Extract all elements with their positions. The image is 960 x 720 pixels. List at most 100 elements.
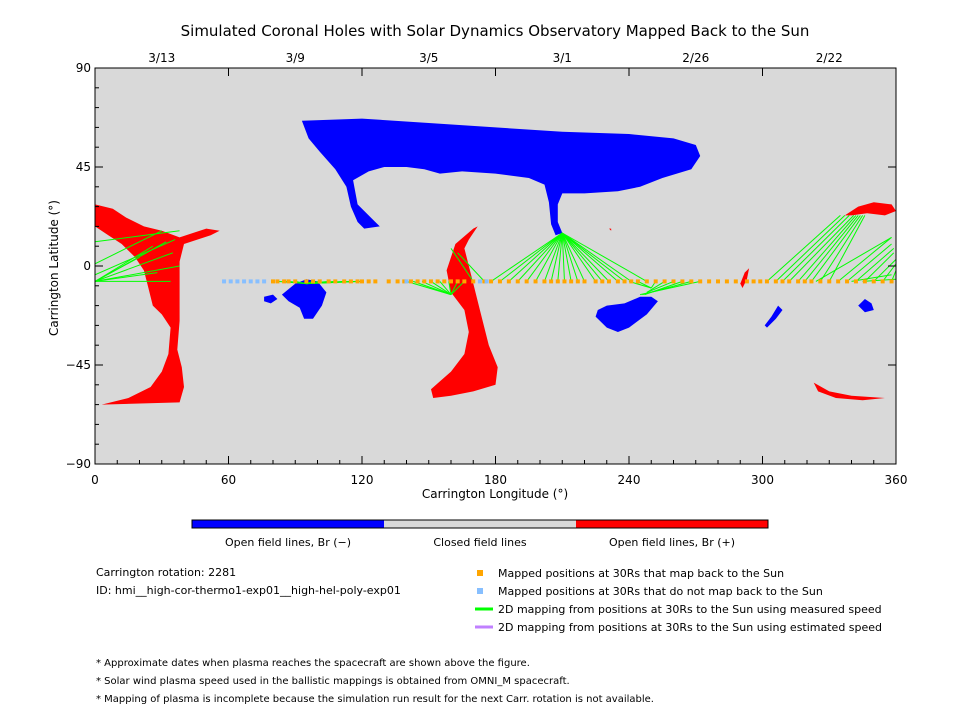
position-dot-0-59: [724, 279, 729, 284]
mapping-line-2-50: [561, 232, 625, 282]
x-tick-label-3: 180: [484, 473, 507, 487]
position-dot-1-2: [235, 279, 240, 284]
mapping-line-2-60: [640, 280, 701, 296]
legend-marker-1: [477, 588, 483, 594]
mapping-line-2-26: [430, 280, 452, 296]
colorbar-frame: [191, 519, 769, 529]
y-tick-label-2: 0: [83, 259, 91, 273]
mapping-line-2-61: [766, 215, 841, 282]
mapping-line-2-51: [561, 232, 632, 282]
x-tick-label-6: 360: [885, 473, 908, 487]
legend-label-3: 2D mapping from positions at 30Rs to the…: [498, 621, 882, 634]
coronal-hole-negative-5: [858, 299, 874, 313]
mapping-line-2-9: [95, 245, 154, 282]
x-tick-label-5: 300: [751, 473, 774, 487]
position-dot-0-20: [415, 279, 420, 284]
position-dot-0-74: [845, 279, 850, 284]
mapping-line-2-33: [490, 232, 563, 282]
top-date-label-3: 3/1: [553, 51, 572, 65]
mapping-line-2-8: [95, 265, 180, 282]
mapping-line-2-39: [543, 232, 563, 282]
position-dot-0-67: [787, 279, 792, 284]
position-dot-0-77: [871, 279, 876, 284]
position-dot-0-26: [455, 279, 460, 284]
mapping-line-2-62: [775, 215, 846, 282]
coronal-hole-positive-10: [740, 268, 750, 288]
position-dot-0-34: [524, 279, 529, 284]
mapping-line-2-47: [561, 232, 603, 282]
position-dot-0-44: [600, 279, 605, 284]
mapping-line-2-34: [499, 232, 563, 282]
legend-label-1: Mapped positions at 30Rs that do not map…: [498, 585, 823, 598]
y-axis-label: Carrington Latitude (°): [47, 200, 61, 336]
position-dot-0-43: [593, 279, 598, 284]
x-tick-label-0: 0: [91, 473, 99, 487]
position-dot-0-0: [271, 279, 275, 284]
position-dot-0-21: [422, 279, 427, 284]
position-dot-0-1: [275, 279, 280, 284]
note-1: * Approximate dates when plasma reaches …: [96, 658, 530, 669]
position-dot-0-69: [802, 279, 807, 284]
position-dot-0-19: [408, 279, 413, 284]
mapping-line-2-44: [561, 232, 579, 282]
position-dot-1-1: [228, 279, 233, 284]
mapping-line-2-35: [508, 232, 563, 282]
position-dot-0-78: [880, 279, 885, 284]
position-dot-0-68: [796, 279, 801, 284]
position-dot-0-14: [366, 279, 371, 284]
coronal-hole-negative-0: [301, 118, 701, 236]
mapping-line-2-42: [561, 232, 565, 282]
colorbar-segment-1: [384, 520, 576, 528]
mapping-line-2-48: [561, 232, 610, 282]
position-dot-0-58: [716, 279, 720, 284]
position-dot-1-3: [242, 279, 247, 284]
mapping-line-2-65: [797, 215, 857, 282]
position-dot-0-54: [680, 279, 685, 284]
position-dot-0-49: [635, 279, 640, 284]
position-dot-1-6: [262, 279, 267, 284]
mapping-line-2-31: [450, 248, 474, 282]
mapping-line-2-70: [815, 236, 892, 282]
position-dot-0-42: [582, 279, 587, 284]
coronal-hole-negative-2: [595, 296, 658, 332]
coronal-hole-positive-11: [609, 228, 612, 231]
mapping-line-2-45: [561, 232, 585, 282]
position-dot-0-17: [395, 279, 400, 284]
position-dot-0-40: [569, 279, 574, 284]
position-dot-0-38: [555, 279, 560, 284]
position-dot-0-75: [853, 279, 858, 284]
mapping-line-2-68: [819, 215, 864, 282]
position-dot-0-13: [360, 279, 364, 284]
position-dot-0-61: [744, 279, 749, 284]
legend-marker-0: [477, 570, 483, 576]
top-date-label-2: 3/5: [419, 51, 438, 65]
position-dot-0-3: [286, 279, 291, 284]
mapping-line-2-71: [837, 237, 892, 282]
mapping-line-2-6: [95, 252, 174, 282]
position-dot-0-65: [773, 279, 778, 284]
position-dot-0-25: [449, 279, 453, 284]
mapping-line-2-72: [846, 243, 892, 282]
position-dot-0-64: [764, 279, 769, 284]
position-dot-0-27: [462, 279, 467, 284]
mapping-line-2-40: [550, 232, 563, 282]
position-dot-0-66: [780, 279, 785, 284]
position-dot-0-32: [506, 279, 511, 284]
coronal-hole-positive-9: [844, 202, 896, 216]
position-dot-0-18: [402, 279, 407, 284]
top-date-label-0: 3/13: [148, 51, 175, 65]
position-dot-1-9: [484, 279, 489, 284]
coronal-hole-negative-4: [764, 305, 783, 328]
position-dot-0-16: [386, 279, 391, 284]
mapping-line-2-76: [882, 263, 896, 282]
position-dot-0-10: [342, 279, 347, 284]
position-dot-0-37: [549, 279, 554, 284]
position-dot-0-12: [355, 279, 360, 284]
position-dot-0-48: [629, 279, 634, 284]
mapping-line-2-37: [526, 232, 563, 282]
position-dot-0-56: [698, 279, 703, 284]
colorbar-segment-2: [576, 520, 768, 528]
position-dot-0-53: [671, 279, 676, 284]
x-tick-label-1: 60: [221, 473, 236, 487]
